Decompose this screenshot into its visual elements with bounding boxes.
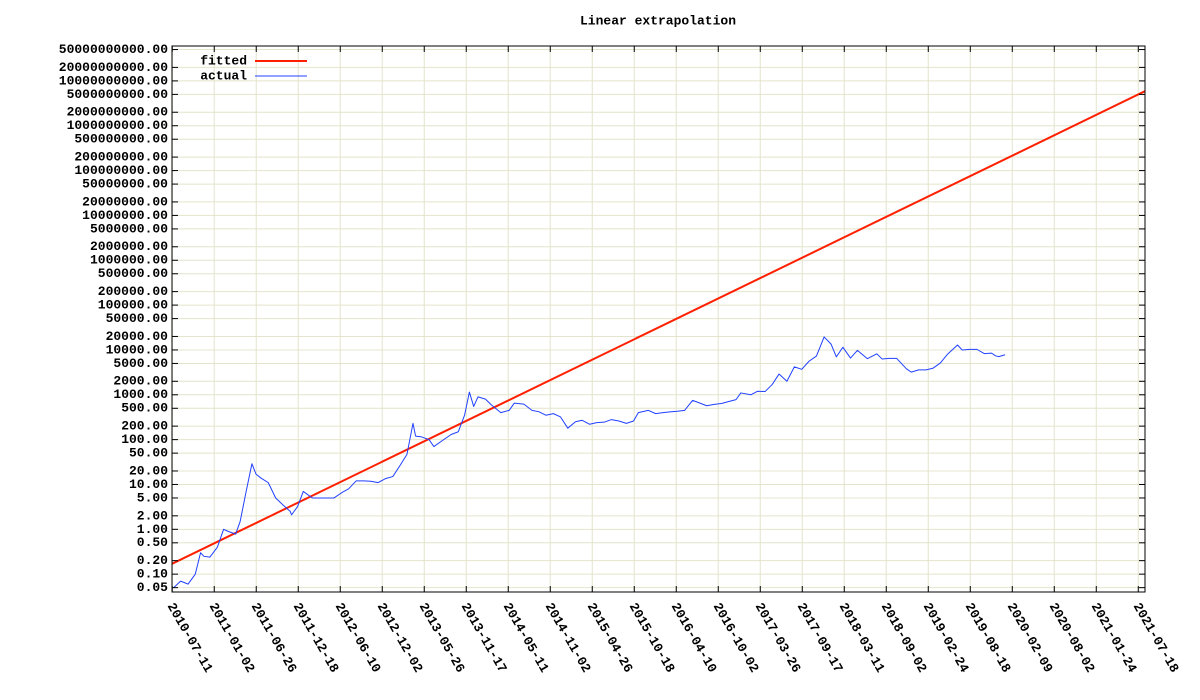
y-tick-label: 1.00	[137, 522, 168, 537]
y-tick-label: 100000.00	[98, 298, 168, 313]
y-tick-label: 2000000.00	[90, 239, 168, 254]
y-tick-label: 0.05	[137, 580, 168, 595]
y-tick-label: 0.20	[137, 553, 168, 568]
y-tick-label: 50000000000.00	[59, 42, 168, 57]
y-tick-label: 5000000.00	[90, 221, 168, 236]
y-tick-label: 2000000000.00	[67, 105, 169, 120]
y-tick-label: 50000.00	[106, 311, 169, 326]
y-tick-label: 10.00	[129, 477, 168, 492]
legend-label: actual	[200, 68, 247, 83]
y-tick-label: 20000.00	[106, 329, 169, 344]
y-tick-label: 10000000.00	[82, 208, 168, 223]
grid	[171, 46, 1145, 592]
y-tick-label: 0.10	[137, 567, 168, 582]
y-tick-label: 2000.00	[113, 374, 168, 389]
chart-title: Linear extrapolation	[580, 13, 736, 28]
y-tick-label: 500000.00	[98, 266, 168, 281]
y-tick-label: 100.00	[121, 432, 168, 447]
y-tick-label: 500.00	[121, 401, 168, 416]
y-tick-label: 0.50	[137, 535, 168, 550]
y-tick-label: 200000000.00	[74, 150, 168, 165]
y-tick-label: 100000000.00	[74, 163, 168, 178]
y-tick-label: 5000.00	[113, 356, 168, 371]
y-tick-label: 200.00	[121, 419, 168, 434]
y-tick-label: 10000000000.00	[59, 73, 168, 88]
y-tick-label: 10000.00	[106, 342, 169, 357]
y-tick-label: 50000000.00	[82, 177, 168, 192]
series-line	[171, 90, 1146, 565]
y-tick-label: 20000000.00	[82, 194, 168, 209]
legend-label: fitted	[200, 53, 247, 68]
y-tick-label: 20000000000.00	[59, 60, 168, 75]
y-tick-label: 1000000.00	[90, 253, 168, 268]
y-tick-label: 1000.00	[113, 387, 168, 402]
y-tick-label: 200000.00	[98, 284, 168, 299]
y-tick-label: 5.00	[137, 490, 168, 505]
y-tick-label: 500000000.00	[74, 132, 168, 147]
y-tick-label: 20.00	[129, 463, 168, 478]
y-tick-label: 50.00	[129, 446, 168, 461]
y-tick-label: 2.00	[137, 508, 168, 523]
y-tick-label: 1000000000.00	[67, 118, 169, 133]
series-line	[173, 336, 1006, 589]
plot-marks	[171, 90, 1146, 589]
y-tick-label: 5000000000.00	[67, 87, 169, 102]
